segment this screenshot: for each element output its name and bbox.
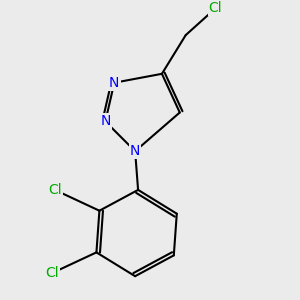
Text: N: N [130, 144, 140, 158]
Text: Cl: Cl [45, 266, 58, 280]
Text: N: N [100, 114, 110, 128]
Text: N: N [109, 76, 119, 90]
Text: Cl: Cl [209, 1, 222, 15]
Text: Cl: Cl [48, 183, 61, 197]
